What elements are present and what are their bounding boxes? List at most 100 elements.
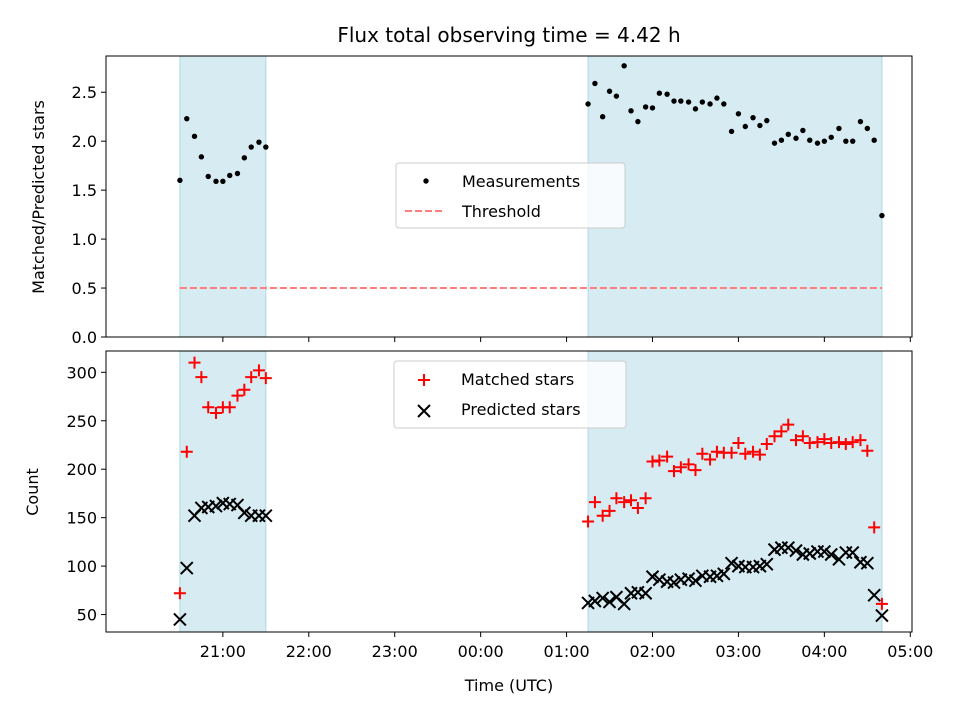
matched-star-marker — [768, 430, 781, 443]
predicted-star-marker — [781, 540, 795, 555]
matched-star-marker — [223, 401, 236, 414]
matched-legend-marker — [418, 374, 430, 386]
matched-star-marker — [188, 356, 201, 369]
measurement-point — [879, 212, 885, 219]
measurement-point — [721, 101, 727, 107]
matched-star-marker — [618, 496, 631, 509]
matched-star-marker — [610, 492, 623, 505]
ratio-y-tick-label: 2.0 — [72, 132, 97, 151]
matched-star-marker — [775, 425, 788, 438]
predicted-star-marker — [717, 567, 731, 581]
x-tick-label: 22:00 — [286, 642, 332, 661]
predicted-star-marker — [867, 588, 881, 602]
x-tick-label: 00:00 — [458, 642, 504, 661]
ratio-y-tick-label: 1.5 — [72, 181, 97, 200]
ratio-plot-frame — [105, 55, 913, 338]
measurement-point — [177, 177, 183, 184]
measurement-point — [750, 114, 756, 121]
predicted-star-marker — [595, 591, 610, 605]
matched-star-marker — [661, 450, 674, 463]
measurement-point — [227, 172, 233, 179]
ratio-y-tick-label: 2.5 — [72, 83, 97, 102]
measurement-point — [198, 154, 205, 160]
matched-star-marker — [782, 418, 795, 431]
predicted-star-marker — [588, 594, 602, 608]
measurement-point — [864, 125, 871, 132]
x-axis-label: Time (UTC) — [464, 676, 553, 695]
predicted-star-marker — [638, 586, 653, 600]
predicted-legend-marker — [417, 404, 431, 418]
measurement-point — [692, 106, 699, 112]
measurement-point — [642, 104, 649, 110]
measurement-point — [191, 133, 198, 139]
matched-star-marker — [789, 434, 802, 447]
matched-star-marker — [747, 445, 760, 458]
count-x-ticks: 21:00 22:00 23:00 00:00 01:00 02:00 03:00 04:00… — [200, 632, 933, 661]
observing-window — [179, 55, 267, 338]
matched-star-marker — [739, 447, 752, 460]
x-tick-label: 01:00 — [544, 642, 590, 661]
matched-star-marker — [696, 447, 709, 460]
observing-window — [179, 350, 267, 633]
measurement-point — [778, 137, 785, 143]
chart-title: Flux total observing time = 4.42 h — [337, 23, 680, 47]
x-tick-label: 21:00 — [200, 642, 246, 661]
predicted-star-marker — [173, 612, 187, 627]
measurement-point — [635, 118, 641, 125]
measurement-point — [843, 138, 849, 144]
matched-star-marker — [760, 438, 773, 451]
measurement-point — [850, 138, 856, 144]
matched-star-marker — [653, 454, 666, 467]
x-tick-label: 02:00 — [629, 642, 675, 661]
matched-star-marker — [704, 453, 717, 466]
count-plot-frame — [105, 350, 913, 633]
matched-star-marker — [180, 445, 193, 458]
observing-window — [587, 350, 883, 633]
measurement-point — [821, 138, 828, 144]
measurements-legend-label: Measurements — [462, 172, 580, 191]
measurement-point — [606, 88, 613, 94]
predicted-star-marker — [617, 597, 631, 611]
matched-star-marker — [173, 587, 186, 600]
measurement-point — [649, 105, 656, 111]
matched-star-marker — [725, 446, 738, 459]
count-y-tick-label: 150 — [66, 509, 97, 528]
measurement-point — [836, 125, 842, 132]
measurement-point — [800, 127, 806, 134]
count-panel: 21:00 22:00 23:00 00:00 01:00 02:00 03:00 04:00… — [23, 350, 933, 695]
predicted-star-marker — [652, 572, 667, 587]
predicted-star-marker — [688, 573, 703, 588]
ratio-legend: Measurements Threshold — [395, 162, 626, 229]
x-tick-label: 23:00 — [372, 642, 418, 661]
count-y-axis-label: Count — [23, 468, 42, 516]
matched-legend-label: Matched stars — [461, 370, 574, 389]
matched-star-marker — [689, 464, 702, 477]
predicted-star-marker — [724, 556, 739, 570]
predicted-star-marker — [875, 608, 889, 623]
count-y-tick-label: 300 — [66, 363, 97, 382]
measurement-point — [828, 134, 834, 140]
measurements-legend-marker — [423, 178, 429, 184]
measurement-point — [742, 123, 749, 130]
matched-star-marker — [209, 407, 222, 420]
measurement-point — [699, 99, 706, 105]
predicted-star-marker — [760, 557, 774, 571]
measurement-point — [256, 139, 262, 145]
count-legend: Matched stars Predicted stars — [393, 360, 627, 429]
measurement-point — [793, 135, 799, 141]
predicted-star-marker — [645, 570, 660, 584]
matched-star-marker — [732, 437, 745, 450]
matched-star-marker — [868, 521, 881, 534]
measurement-point — [707, 101, 713, 107]
predicted-star-marker — [846, 545, 860, 560]
predicted-star-marker — [803, 546, 817, 561]
measurement-point — [656, 90, 663, 96]
measurement-point — [871, 137, 877, 143]
predicted-star-marker — [237, 506, 252, 520]
measurement-point — [771, 140, 778, 146]
matched-star-marker — [195, 371, 208, 384]
measurement-point — [671, 98, 677, 104]
matched-star-marker — [674, 461, 687, 474]
matched-star-marker — [811, 436, 824, 449]
measurement-point — [234, 170, 241, 177]
